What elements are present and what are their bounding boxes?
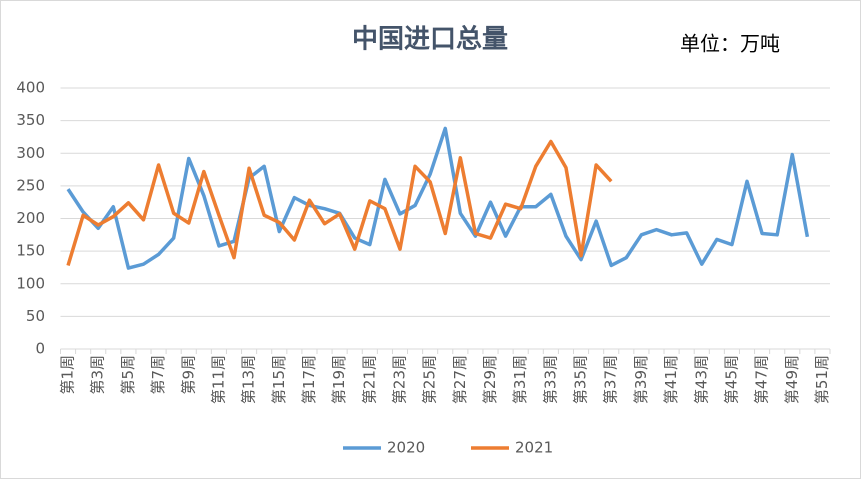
x-tick-label: 第19周 (330, 355, 348, 404)
x-tick-label: 第15周 (270, 355, 288, 404)
x-tick-label: 第45周 (722, 355, 740, 404)
x-tick-label: 第51周 (813, 355, 831, 404)
y-tick-label: 100 (16, 274, 45, 292)
y-tick-label: 150 (16, 242, 45, 260)
y-tick-label: 0 (35, 340, 45, 358)
x-tick-label: 第21周 (360, 355, 378, 404)
x-tick-label: 第5周 (119, 355, 137, 395)
y-tick-label: 350 (16, 111, 45, 129)
x-tick-label: 第35周 (572, 355, 590, 404)
y-tick-label: 300 (16, 144, 45, 162)
x-tick-label: 第11周 (209, 355, 227, 404)
x-tick-label: 第25周 (421, 355, 439, 404)
x-tick-label: 第13周 (240, 355, 258, 404)
legend-label: 2020 (387, 439, 425, 457)
x-tick-label: 第39周 (632, 355, 650, 404)
x-tick-label: 第33周 (541, 355, 559, 404)
y-tick-label: 250 (16, 176, 45, 194)
x-tick-label: 第3周 (89, 355, 107, 395)
y-tick-label: 400 (16, 79, 45, 97)
x-tick-label: 第17周 (300, 355, 318, 404)
x-tick-label: 第29周 (481, 355, 499, 404)
chart-subtitle: 单位：万吨 (680, 32, 780, 56)
x-tick-label: 第23周 (390, 355, 408, 404)
x-tick-label: 第41周 (662, 355, 680, 404)
x-tick-label: 第27周 (451, 355, 469, 404)
x-tick-label: 第9周 (179, 355, 197, 395)
y-tick-label: 50 (26, 307, 45, 325)
x-tick-label: 第43周 (692, 355, 710, 404)
series-line (66, 126, 810, 270)
x-tick-label: 第47周 (753, 355, 771, 404)
x-tick-label: 第31周 (511, 355, 529, 404)
x-tick-label: 第49周 (783, 355, 801, 404)
x-tick-label: 第1周 (59, 355, 77, 395)
series-line (66, 139, 613, 266)
x-tick-label: 第37周 (602, 355, 620, 404)
x-tick-label: 第7周 (149, 355, 167, 395)
y-tick-label: 200 (16, 209, 45, 227)
chart-title: 中国进口总量 (352, 25, 508, 55)
legend-label: 2021 (515, 439, 553, 457)
